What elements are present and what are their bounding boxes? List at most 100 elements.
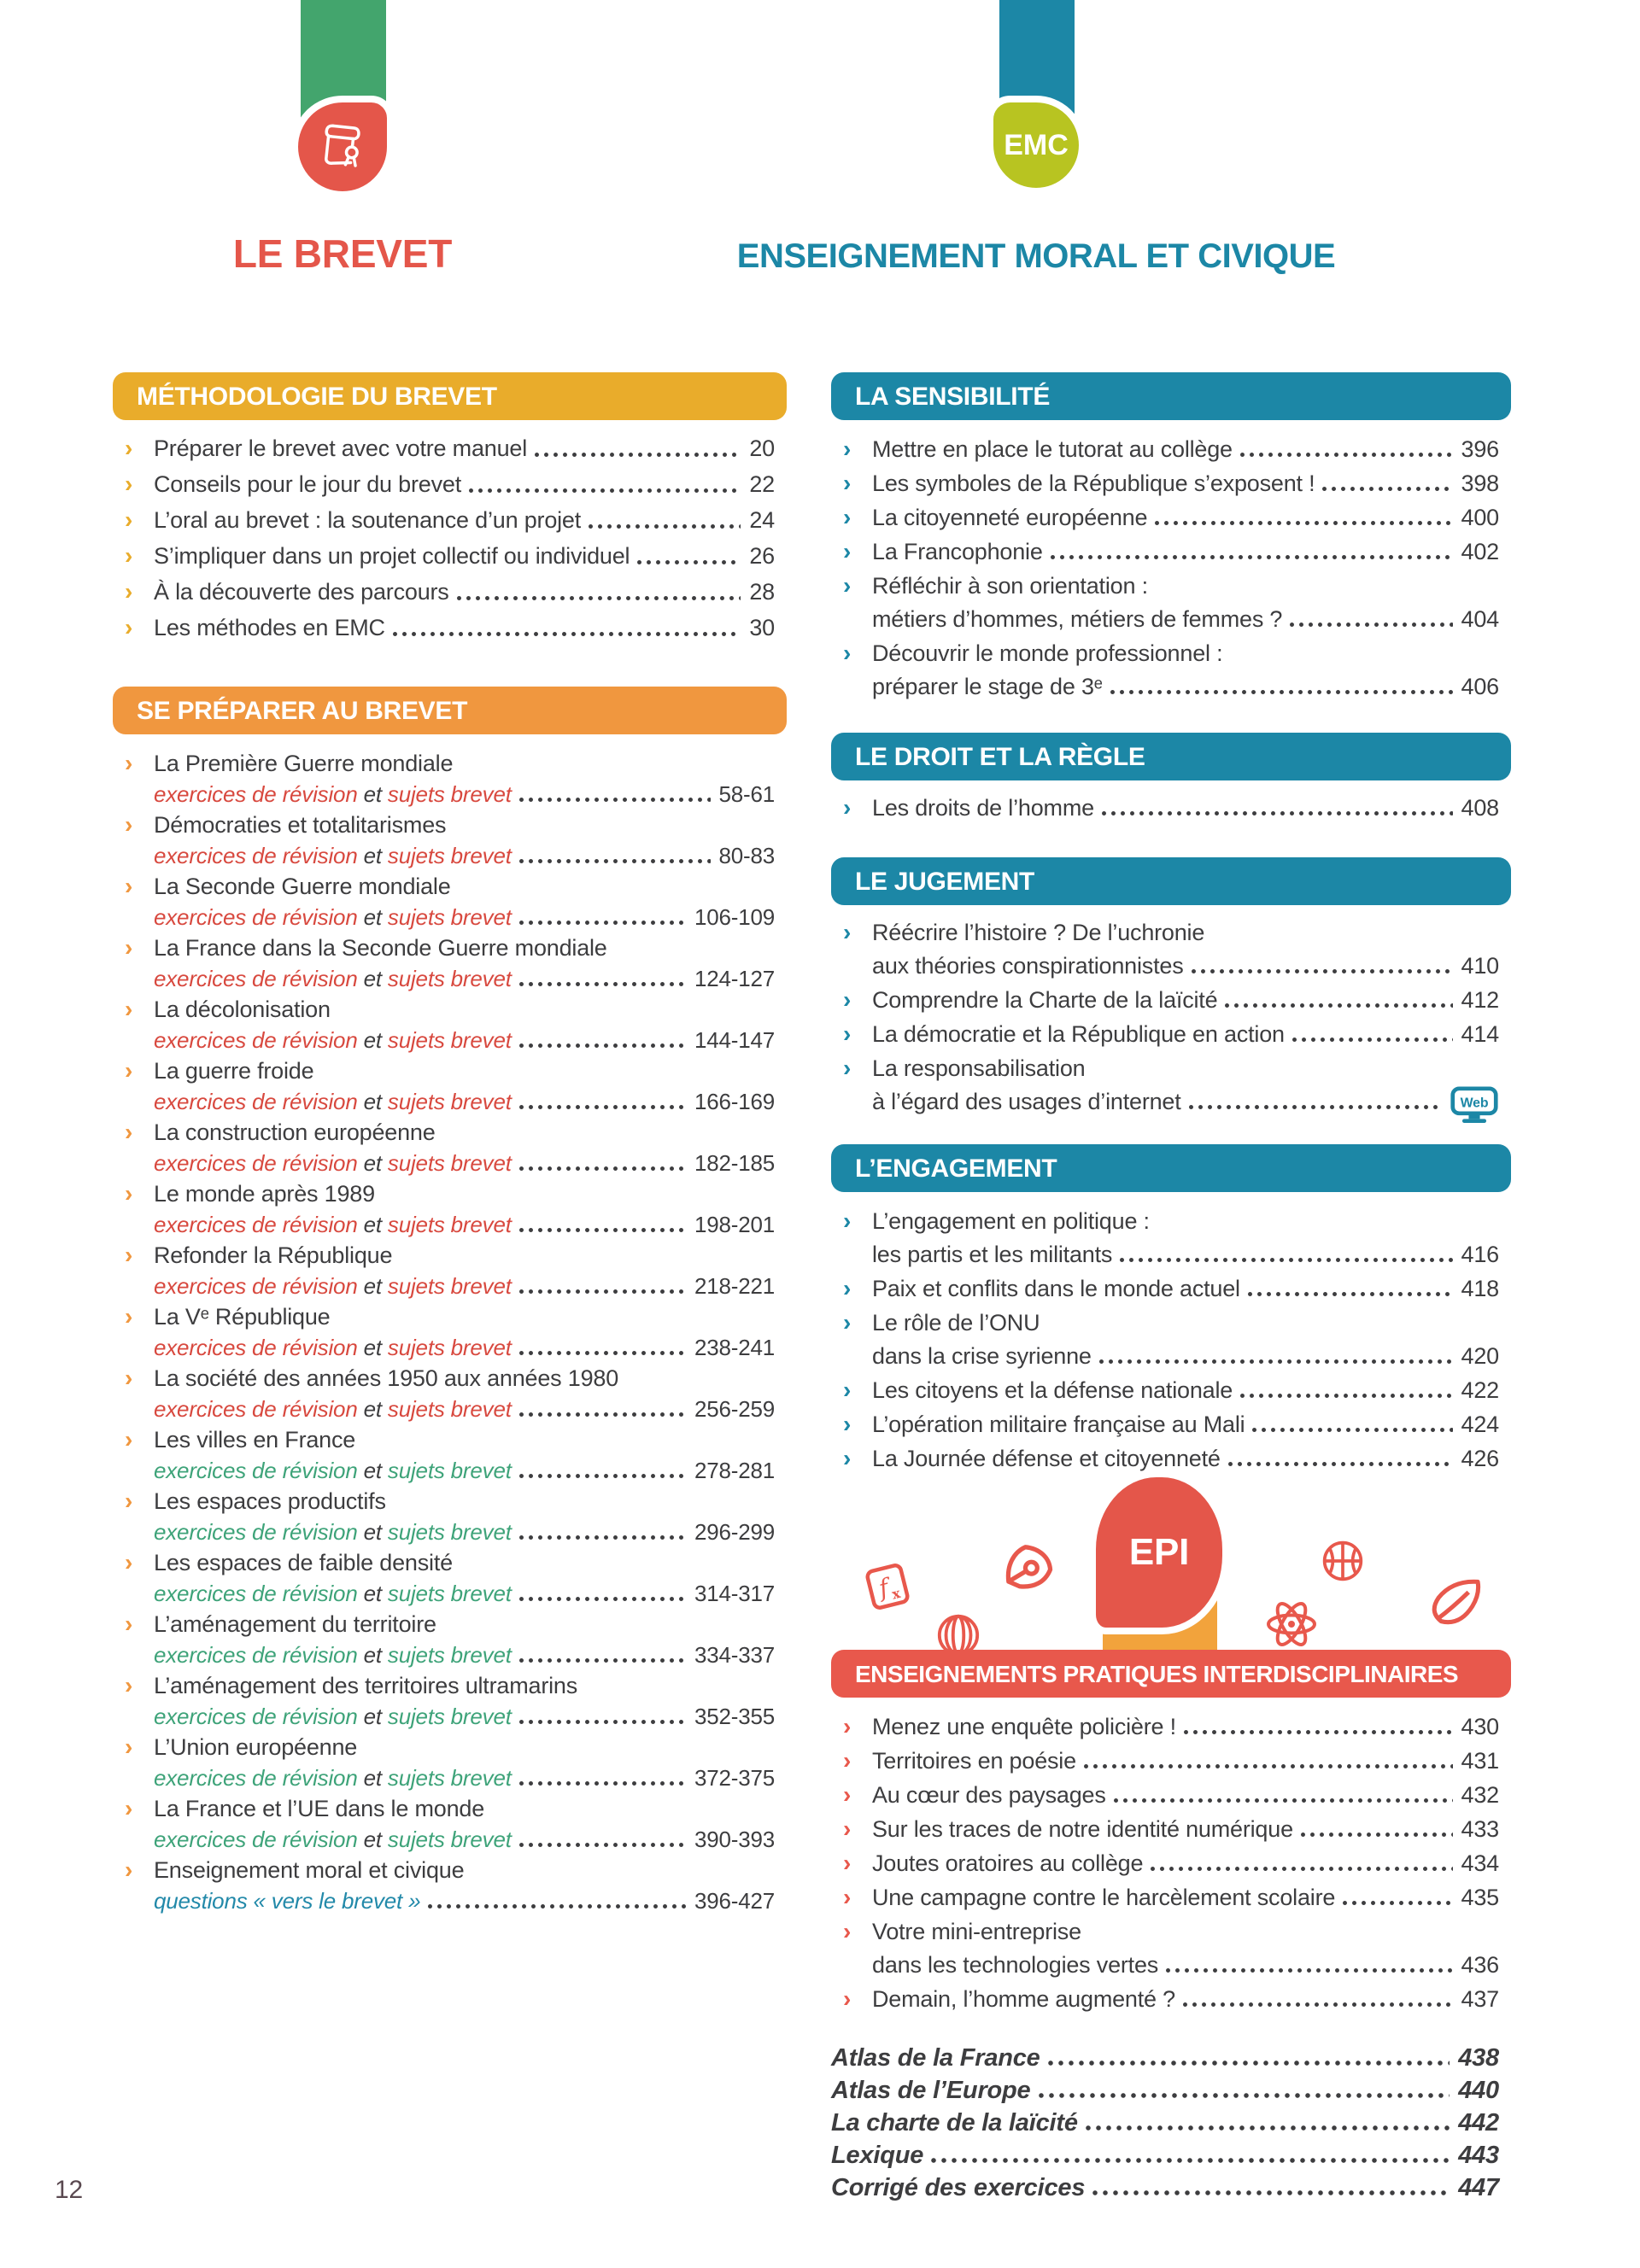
chapter-title: La Première Guerre mondiale — [154, 751, 454, 776]
web-icon: Web — [1450, 1086, 1499, 1124]
subtitle-connector: et — [357, 1212, 388, 1237]
toc-row: dans la crise syrienne 420 — [843, 1340, 1499, 1373]
toc-row-title: › Démocraties et totalitarismes — [125, 810, 775, 840]
chevron-icon: › — [125, 1856, 133, 1883]
page-number: 433 — [1461, 1816, 1500, 1842]
page-range: 182-185 — [694, 1150, 775, 1176]
toc-row-title: › Refonder la République — [125, 1240, 775, 1271]
section-header-engagement: L’ENGAGEMENT — [831, 1144, 1511, 1192]
atom-icon — [1262, 1595, 1321, 1657]
dot-leader — [930, 2157, 1450, 2164]
toc-row-title: › La France dans la Seconde Guerre mondi… — [125, 932, 775, 963]
subtitle-part-1: exercices de révision — [154, 781, 358, 807]
subtitle-part-1: exercices de révision — [154, 1581, 358, 1606]
chapter-title: La France dans la Seconde Guerre mondial… — [154, 935, 607, 961]
toc-row-subtitle: exercices de révision et sujets brevet 1… — [125, 1025, 775, 1055]
page-number: 431 — [1461, 1748, 1500, 1774]
chapter-subtitle: questions « vers le brevet » — [154, 1885, 421, 1916]
toc-row-subtitle: exercices de révision et sujets brevet 3… — [125, 1701, 775, 1732]
chevron-icon: › — [843, 1020, 852, 1047]
page-number: 406 — [1461, 674, 1500, 699]
toc-entry-label: Corrigé des exercices — [831, 2174, 1086, 2201]
dot-leader — [518, 920, 686, 926]
page-number: 396 — [1461, 436, 1500, 462]
toc-row-title: › Le monde après 1989 — [125, 1178, 775, 1209]
chevron-icon: › — [125, 1488, 133, 1514]
chevron-icon: › — [125, 506, 133, 533]
toc-row-title: › Les espaces de faible densité — [125, 1547, 775, 1578]
emc-badge: EMC — [987, 96, 1086, 195]
chevron-icon: › — [843, 1985, 852, 2012]
page-number: 435 — [1461, 1885, 1500, 1910]
subtitle-connector: et — [357, 904, 388, 930]
toc-row: › Territoires en poésie 431 — [843, 1744, 1499, 1778]
chapter-subtitle: exercices de révision et sujets brevet — [154, 902, 512, 932]
toc-entry-label: Lexique — [831, 2142, 924, 2169]
toc-entry-label: aux théories conspirationnistes — [872, 953, 1184, 979]
methodologie-list: › Préparer le brevet avec votre manuel 2… — [125, 430, 787, 646]
dot-leader — [1150, 1866, 1453, 1872]
subtitle-part-2: sujets brevet — [387, 1396, 512, 1422]
page-range: 58-61 — [718, 781, 776, 807]
chevron-icon: › — [843, 1445, 852, 1471]
toc-row: › La Francophonie 402 — [843, 535, 1499, 569]
dot-leader — [1181, 2002, 1453, 2008]
toc-row: à l’égard des usages d’internet Web — [843, 1085, 1499, 1124]
dot-leader — [518, 1350, 686, 1356]
toc-row: › Votre mini-entreprise — [843, 1914, 1499, 1949]
toc-entry-label: La démocratie et la République en action — [872, 1021, 1285, 1047]
chevron-icon: › — [125, 1180, 133, 1207]
toc-entry-label: dans la crise syrienne — [872, 1343, 1092, 1369]
chapter-title: La Vᵉ République — [154, 1304, 331, 1330]
subtitle-part-1: exercices de révision — [154, 1335, 358, 1360]
page-range: 198-201 — [694, 1212, 775, 1237]
page-number: 412 — [1461, 987, 1500, 1013]
toc-pair: › La construction européenne exercices d… — [125, 1117, 775, 1178]
chapter-title: Les espaces productifs — [154, 1488, 386, 1514]
subtitle-part-1: exercices de révision — [154, 966, 358, 991]
toc-entry-label: les partis et les militants — [872, 1242, 1113, 1267]
toc-row-title: › La société des années 1950 aux années … — [125, 1363, 775, 1394]
toc-row: › La responsabilisation Web — [843, 1051, 1499, 1085]
toc-row-subtitle: exercices de révision et sujets brevet 3… — [125, 1640, 775, 1670]
subtitle-part-1: exercices de révision — [154, 1704, 358, 1729]
dot-leader — [518, 1227, 686, 1233]
chevron-icon: › — [125, 578, 133, 605]
toc-pair: › La Seconde Guerre mondiale exercices d… — [125, 871, 775, 932]
chevron-icon: › — [125, 614, 133, 640]
chapter-title: Démocraties et totalitarismes — [154, 812, 447, 838]
toc-row: La charte de la laïcité 442 — [831, 2107, 1499, 2139]
dot-leader — [518, 1166, 686, 1172]
page-range: 396-427 — [694, 1888, 775, 1914]
engagement-list: › L’engagement en politique : les partis… — [843, 1204, 1511, 1476]
dot-leader — [518, 1104, 686, 1110]
toc-row: › Joutes oratoires au collège 434 — [843, 1846, 1499, 1880]
page-range: 352-355 — [694, 1704, 775, 1729]
chevron-icon: › — [843, 1275, 852, 1301]
subtitle-part-2: sujets brevet — [387, 1335, 512, 1360]
page-number: 404 — [1461, 606, 1500, 632]
toc-row: › Conseils pour le jour du brevet 22 — [125, 466, 775, 502]
subtitle-part-2: sujets brevet — [387, 1765, 512, 1791]
subtitle-part-2: sujets brevet — [387, 1273, 512, 1299]
dot-leader — [1239, 452, 1453, 458]
toc-row: Lexique 443 — [831, 2139, 1499, 2172]
chevron-icon: › — [125, 996, 133, 1022]
toc-entry-label: La Francophonie — [872, 539, 1043, 564]
dot-leader — [1291, 1037, 1453, 1043]
toc-row: › Préparer le brevet avec votre manuel 2… — [125, 430, 775, 466]
toc-pair: › La société des années 1950 aux années … — [125, 1363, 775, 1424]
subtitle-part-2: sujets brevet — [387, 1150, 512, 1176]
dot-leader — [1289, 622, 1453, 628]
subtitle-connector: et — [357, 1396, 388, 1422]
toc-row: › L’oral au brevet : la soutenance d’un … — [125, 502, 775, 538]
toc-pair: › Les espaces productifs exercices de ré… — [125, 1486, 775, 1547]
chapter-subtitle: exercices de révision et sujets brevet — [154, 1824, 512, 1855]
toc-entry-label: Découvrir le monde professionnel : — [872, 640, 1223, 666]
subtitle-connector: et — [357, 1150, 388, 1176]
toc-row-title: › La construction européenne — [125, 1117, 775, 1148]
chapter-subtitle: exercices de révision et sujets brevet — [154, 1578, 512, 1609]
chevron-icon: › — [843, 1055, 852, 1081]
toc-row: aux théories conspirationnistes 410 Web — [843, 950, 1499, 983]
chevron-icon: › — [843, 1747, 852, 1774]
